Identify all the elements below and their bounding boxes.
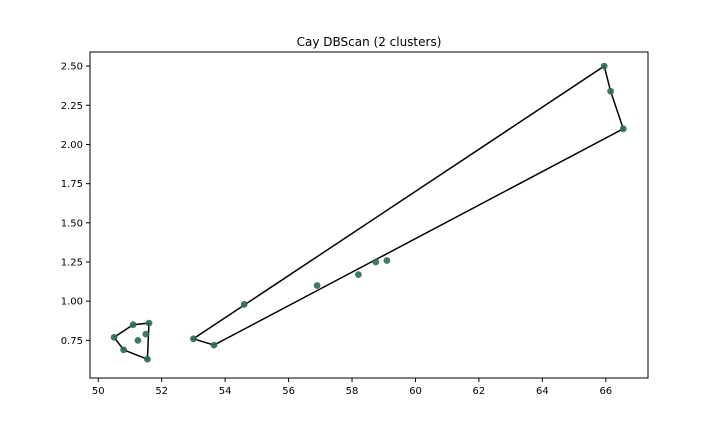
y-axis: 0.75 1.00 1.25 1.50 1.75 2.00 2.25 2.50 [61, 62, 90, 347]
data-point-6 [145, 319, 153, 327]
y-tick-label: 2.25 [61, 101, 83, 112]
data-point-3 [129, 321, 137, 329]
data-point-11 [313, 282, 321, 289]
x-tick-label: 64 [536, 386, 549, 397]
x-tick-label: 66 [599, 386, 612, 397]
data-point-17 [619, 125, 627, 133]
data-point-2 [120, 346, 127, 354]
x-tick-label: 56 [282, 386, 295, 397]
y-tick-label: 2.50 [61, 62, 83, 73]
data-point-12 [355, 271, 362, 278]
y-tick-label: 1.50 [61, 218, 83, 229]
x-tick-label: 58 [346, 386, 359, 397]
y-tick-label: 1.25 [61, 258, 83, 269]
data-point-16 [607, 87, 614, 95]
y-tick-label: 0.75 [61, 336, 83, 347]
data-point-10 [240, 300, 248, 308]
data-point-8 [190, 335, 197, 343]
y-tick-label: 1.75 [61, 179, 83, 190]
data-point-14 [383, 257, 391, 264]
x-tick-label: 52 [155, 386, 168, 397]
y-tick-label: 1.00 [61, 297, 83, 308]
y-tick-label: 2.00 [61, 140, 83, 151]
data-point-15 [600, 62, 608, 70]
data-point-13 [372, 258, 380, 266]
cluster-hull-2 [191, 64, 625, 346]
data-point-5 [142, 330, 150, 338]
x-tick-label: 60 [409, 386, 422, 397]
plot-area-frame [89, 51, 649, 379]
data-point-9 [210, 341, 218, 349]
x-tick-label: 54 [219, 386, 232, 397]
data-point-1 [110, 333, 118, 341]
data-point-4 [134, 337, 142, 344]
x-tick-label: 62 [473, 386, 486, 397]
chart-title: Cay DBScan (2 clusters) [297, 35, 442, 49]
data-points [110, 62, 627, 363]
x-tick-label: 50 [92, 386, 105, 397]
x-axis: 50 52 54 56 58 60 62 64 66 [92, 378, 612, 397]
data-point-7 [144, 355, 151, 363]
